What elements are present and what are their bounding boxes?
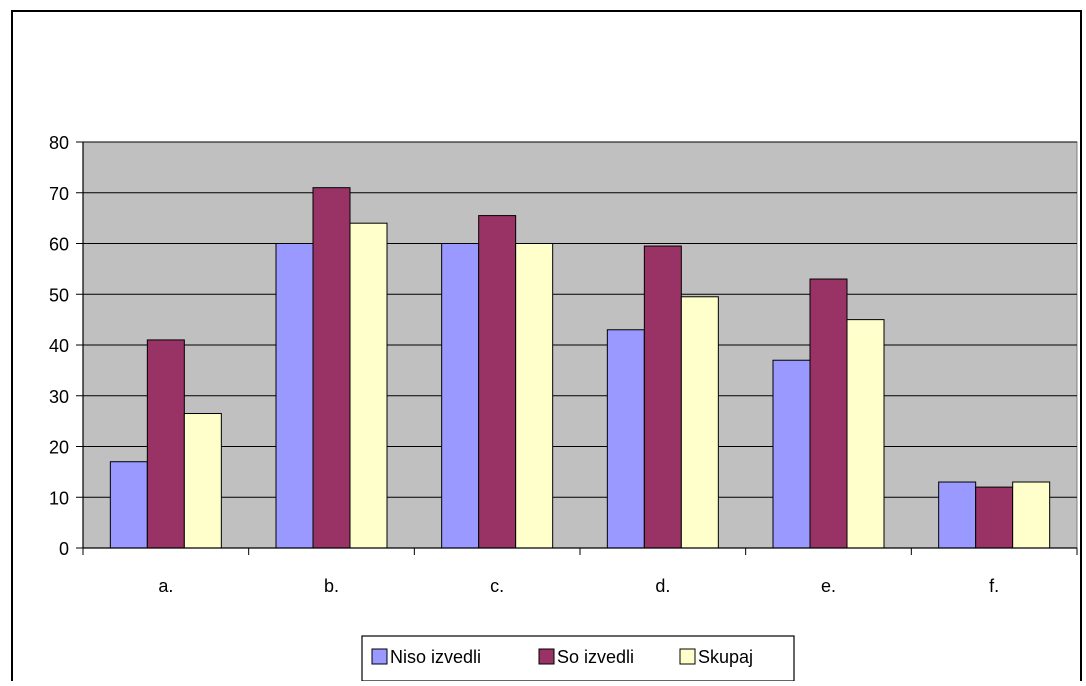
x-tick-label: a.	[158, 576, 173, 596]
legend-label-so-izvedli: So izvedli	[557, 647, 634, 667]
y-tick-label: 20	[49, 438, 69, 458]
x-tick-label: f.	[989, 576, 999, 596]
legend-label-skupaj: Skupaj	[698, 647, 753, 667]
y-tick-label: 70	[49, 184, 69, 204]
x-tick-label: e.	[821, 576, 836, 596]
legend-label-niso-izvedli: Niso izvedli	[390, 647, 481, 667]
legend-box	[361, 635, 795, 682]
bar-niso-izvedli-a	[109, 461, 148, 549]
bar-niso-izvedli-c	[441, 243, 480, 549]
bars	[109, 187, 1051, 549]
bar-so-izvedli-c	[478, 215, 517, 549]
bar-so-izvedli-e	[809, 278, 848, 549]
bar-skupaj-c	[515, 243, 554, 549]
y-tick-label: 30	[49, 387, 69, 407]
bar-so-izvedli-d	[643, 245, 682, 549]
bar-so-izvedli-a	[146, 339, 185, 549]
axes	[76, 141, 1078, 555]
y-tick-label: 40	[49, 336, 69, 356]
y-tick-label: 50	[49, 285, 69, 305]
bar-skupaj-e	[846, 319, 885, 549]
bar-skupaj-d	[680, 296, 719, 549]
bar-skupaj-a	[183, 413, 222, 549]
bar-niso-izvedli-b	[275, 243, 314, 549]
bar-niso-izvedli-d	[606, 329, 645, 549]
y-tick-label: 0	[59, 539, 69, 559]
legend-swatch-niso-izvedli	[371, 648, 388, 665]
bar-skupaj-b	[349, 222, 388, 549]
y-tick-label: 80	[49, 133, 69, 153]
x-tick-label: d.	[655, 576, 670, 596]
gridlines	[83, 141, 1077, 498]
legend-swatch-skupaj	[679, 648, 696, 665]
y-tick-label: 10	[49, 488, 69, 508]
bar-niso-izvedli-e	[772, 359, 811, 549]
legend-swatch-so-izvedli	[538, 648, 555, 665]
y-tick-label: 60	[49, 235, 69, 255]
bar-so-izvedli-f	[975, 486, 1014, 549]
y-axis-tick-labels: 0 10 20 30 40 50 60 70 80	[49, 133, 69, 559]
bar-so-izvedli-b	[312, 187, 351, 549]
x-tick-label: b.	[324, 576, 339, 596]
bar-niso-izvedli-f	[938, 481, 977, 549]
x-tick-label: c.	[490, 576, 504, 596]
legend: Niso izvedli So izvedli Skupaj	[361, 635, 795, 682]
x-axis-tick-labels: a. b. c. d. e. f.	[158, 576, 999, 596]
bar-skupaj-f	[1012, 481, 1051, 549]
